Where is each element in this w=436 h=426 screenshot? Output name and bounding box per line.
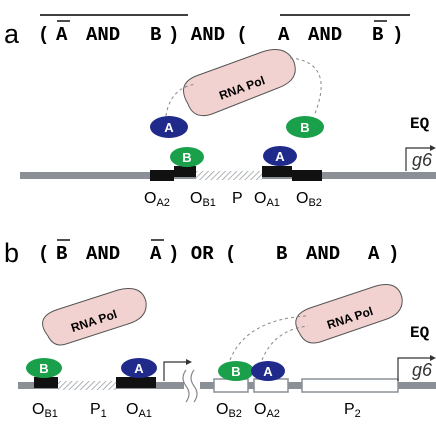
panel-b-letter: b	[4, 238, 19, 268]
break-mark-2	[190, 369, 198, 403]
expr-a-a2: A	[278, 24, 290, 46]
dashed-link-b-2	[261, 325, 309, 361]
expr-b-a2: A	[368, 243, 380, 265]
protein-b-right-b-label: B	[231, 364, 240, 379]
operator-ob2-b	[213, 378, 249, 393]
operator-ob1-b	[34, 377, 58, 388]
label-ob2: OB2	[296, 190, 322, 209]
label-oa1-b: OA1	[126, 401, 152, 420]
protein-a-free-a-label: A	[164, 120, 174, 135]
operator-ob1	[174, 166, 196, 177]
expr-a-b1: B	[150, 24, 161, 46]
break-mark-1	[182, 369, 190, 403]
label-oa1: OA1	[254, 190, 280, 209]
protein-a-right-b-label: A	[263, 364, 273, 379]
label-oa2-b: OA2	[254, 401, 280, 420]
protein-b-free-a-label: B	[300, 120, 309, 135]
operator-oa2-b	[253, 378, 289, 393]
panel-a-expression: ( A AND B ) AND ( A AND B )	[38, 24, 403, 46]
promoter-p-a	[196, 171, 262, 180]
panel-b-site-labels: OB1 P1 OA1 OB2 OA2 P2	[32, 401, 361, 420]
label-oa2: OA2	[144, 190, 170, 209]
expr-a-and1: AND	[86, 24, 120, 46]
dashed-link-a-right	[289, 57, 322, 117]
reporter-a-top: EQ	[410, 115, 430, 133]
reporter-b-gene: g6	[412, 360, 433, 380]
reporter-arrow-b-head	[430, 355, 436, 361]
reporter-arrow-a-head	[430, 145, 436, 151]
panel-a: a ( A AND B ) AND ( A AND B ) B A	[4, 14, 436, 209]
expr-b-and1: AND	[86, 243, 120, 265]
protein-b-free-a	[286, 116, 324, 138]
expr-a-a1: A	[56, 24, 68, 46]
expr-a-and2: AND	[308, 24, 342, 46]
expr-b-b1: B	[56, 243, 67, 265]
expr-b-b2: B	[276, 243, 287, 265]
protein-a-bound-a	[263, 146, 297, 166]
protein-a-left-b	[121, 358, 157, 378]
expr-a-close: )	[392, 24, 403, 46]
reporter-b-top: EQ	[410, 324, 430, 342]
label-p-a: P	[232, 190, 243, 207]
dashed-link-b-1	[229, 315, 307, 361]
expr-b-close: )	[388, 243, 399, 265]
protein-a-left-b-label: A	[134, 361, 144, 376]
label-p1: P1	[90, 401, 107, 420]
panel-b-expression: ( B AND A ) OR ( B AND A )	[38, 243, 399, 265]
expr-b-mid: ) OR (	[168, 243, 236, 265]
label-p2: P2	[344, 401, 361, 420]
rna-pol-b-right	[295, 284, 403, 344]
protein-b-left-b-label: B	[39, 361, 48, 376]
expr-a-b2: B	[372, 24, 383, 46]
protein-a-right-b	[251, 361, 285, 381]
dashed-link-a-left	[165, 83, 197, 117]
panel-a-letter: a	[4, 19, 20, 49]
protein-b-bound-a-label: B	[182, 150, 191, 165]
expr-b-and2: AND	[306, 243, 340, 265]
reporter-arrow-a	[405, 147, 430, 171]
promoter-p2	[301, 378, 399, 393]
label-ob1-b: OB1	[32, 401, 58, 420]
expr-a-open: (	[38, 24, 49, 46]
protein-b-right-b	[218, 361, 254, 381]
expr-b-open: (	[38, 243, 49, 265]
promoter-arrow-p1-head	[186, 359, 192, 365]
label-ob2-b: OB2	[216, 401, 242, 420]
reporter-a-gene: g6	[412, 150, 433, 170]
operator-oa1-b	[116, 377, 156, 388]
panel-a-site-labels: OA2 OB1 P OA1 OB2	[144, 190, 322, 209]
operator-oa2	[150, 170, 174, 181]
protein-b-left-b	[26, 358, 62, 378]
reporter-arrow-b	[397, 357, 430, 381]
label-ob1: OB1	[190, 190, 216, 209]
rna-pol-a	[183, 49, 296, 117]
promoter-p1	[58, 381, 116, 390]
operator-oa1	[262, 166, 292, 177]
protein-a-free-a	[150, 116, 188, 138]
promoter-arrow-p1	[163, 361, 186, 381]
expr-a-mid: ) AND (	[168, 24, 248, 46]
protein-a-bound-a-label: A	[275, 149, 285, 164]
operator-ob2	[292, 170, 322, 181]
rna-pol-b-left	[42, 288, 147, 346]
protein-b-bound-a	[170, 147, 204, 167]
panel-b: b ( B AND A ) OR ( B AND A ) B A	[4, 238, 436, 420]
expr-b-a1: A	[150, 243, 162, 265]
